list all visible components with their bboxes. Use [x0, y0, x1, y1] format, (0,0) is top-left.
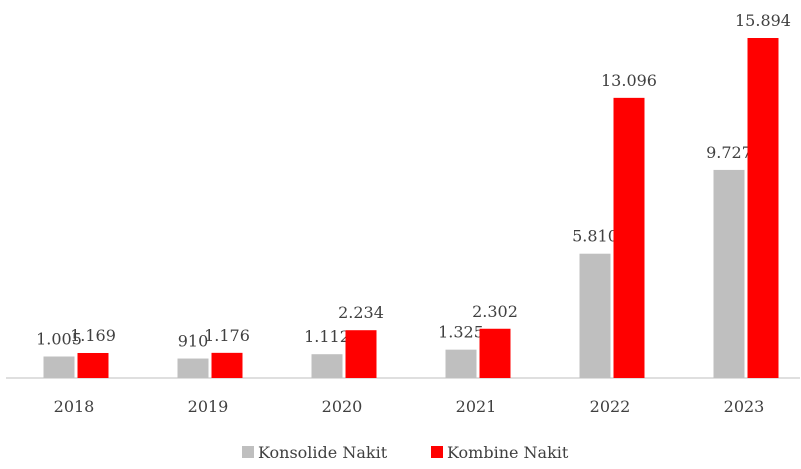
- bar: [747, 38, 779, 378]
- bar: [579, 253, 611, 378]
- bar: [211, 352, 243, 378]
- data-label: 2.234: [338, 303, 384, 322]
- data-label: 1.169: [70, 326, 116, 345]
- x-tick-label: 2023: [724, 397, 765, 416]
- legend-label: Kombine Nakit: [447, 443, 569, 462]
- x-tick-label: 2022: [590, 397, 631, 416]
- data-label: 1.112: [304, 327, 350, 346]
- legend-label: Konsolide Nakit: [258, 443, 388, 462]
- data-label: 1.325: [438, 323, 484, 342]
- x-tick-label: 2020: [322, 397, 363, 416]
- data-label: 13.096: [601, 71, 657, 90]
- data-label: 15.894: [735, 11, 791, 30]
- bar: [77, 352, 109, 378]
- legend-swatch: [242, 446, 254, 458]
- x-tick-label: 2021: [456, 397, 497, 416]
- bar: [43, 356, 75, 378]
- data-label: 2.302: [472, 302, 518, 321]
- x-tick-label: 2019: [188, 397, 229, 416]
- bar: [479, 328, 511, 378]
- bar: [177, 358, 209, 378]
- data-label: 910: [178, 332, 209, 351]
- x-tick-label: 2018: [54, 397, 95, 416]
- data-label: 9.727: [706, 143, 752, 162]
- data-label: 5.810: [572, 227, 618, 246]
- data-label: 1.176: [204, 326, 250, 345]
- data-label: 1.005: [36, 330, 82, 349]
- bar: [445, 349, 477, 378]
- legend-swatch: [431, 446, 443, 458]
- bar: [613, 97, 645, 378]
- bar: [311, 354, 343, 378]
- bar: [345, 330, 377, 378]
- bar: [713, 169, 745, 378]
